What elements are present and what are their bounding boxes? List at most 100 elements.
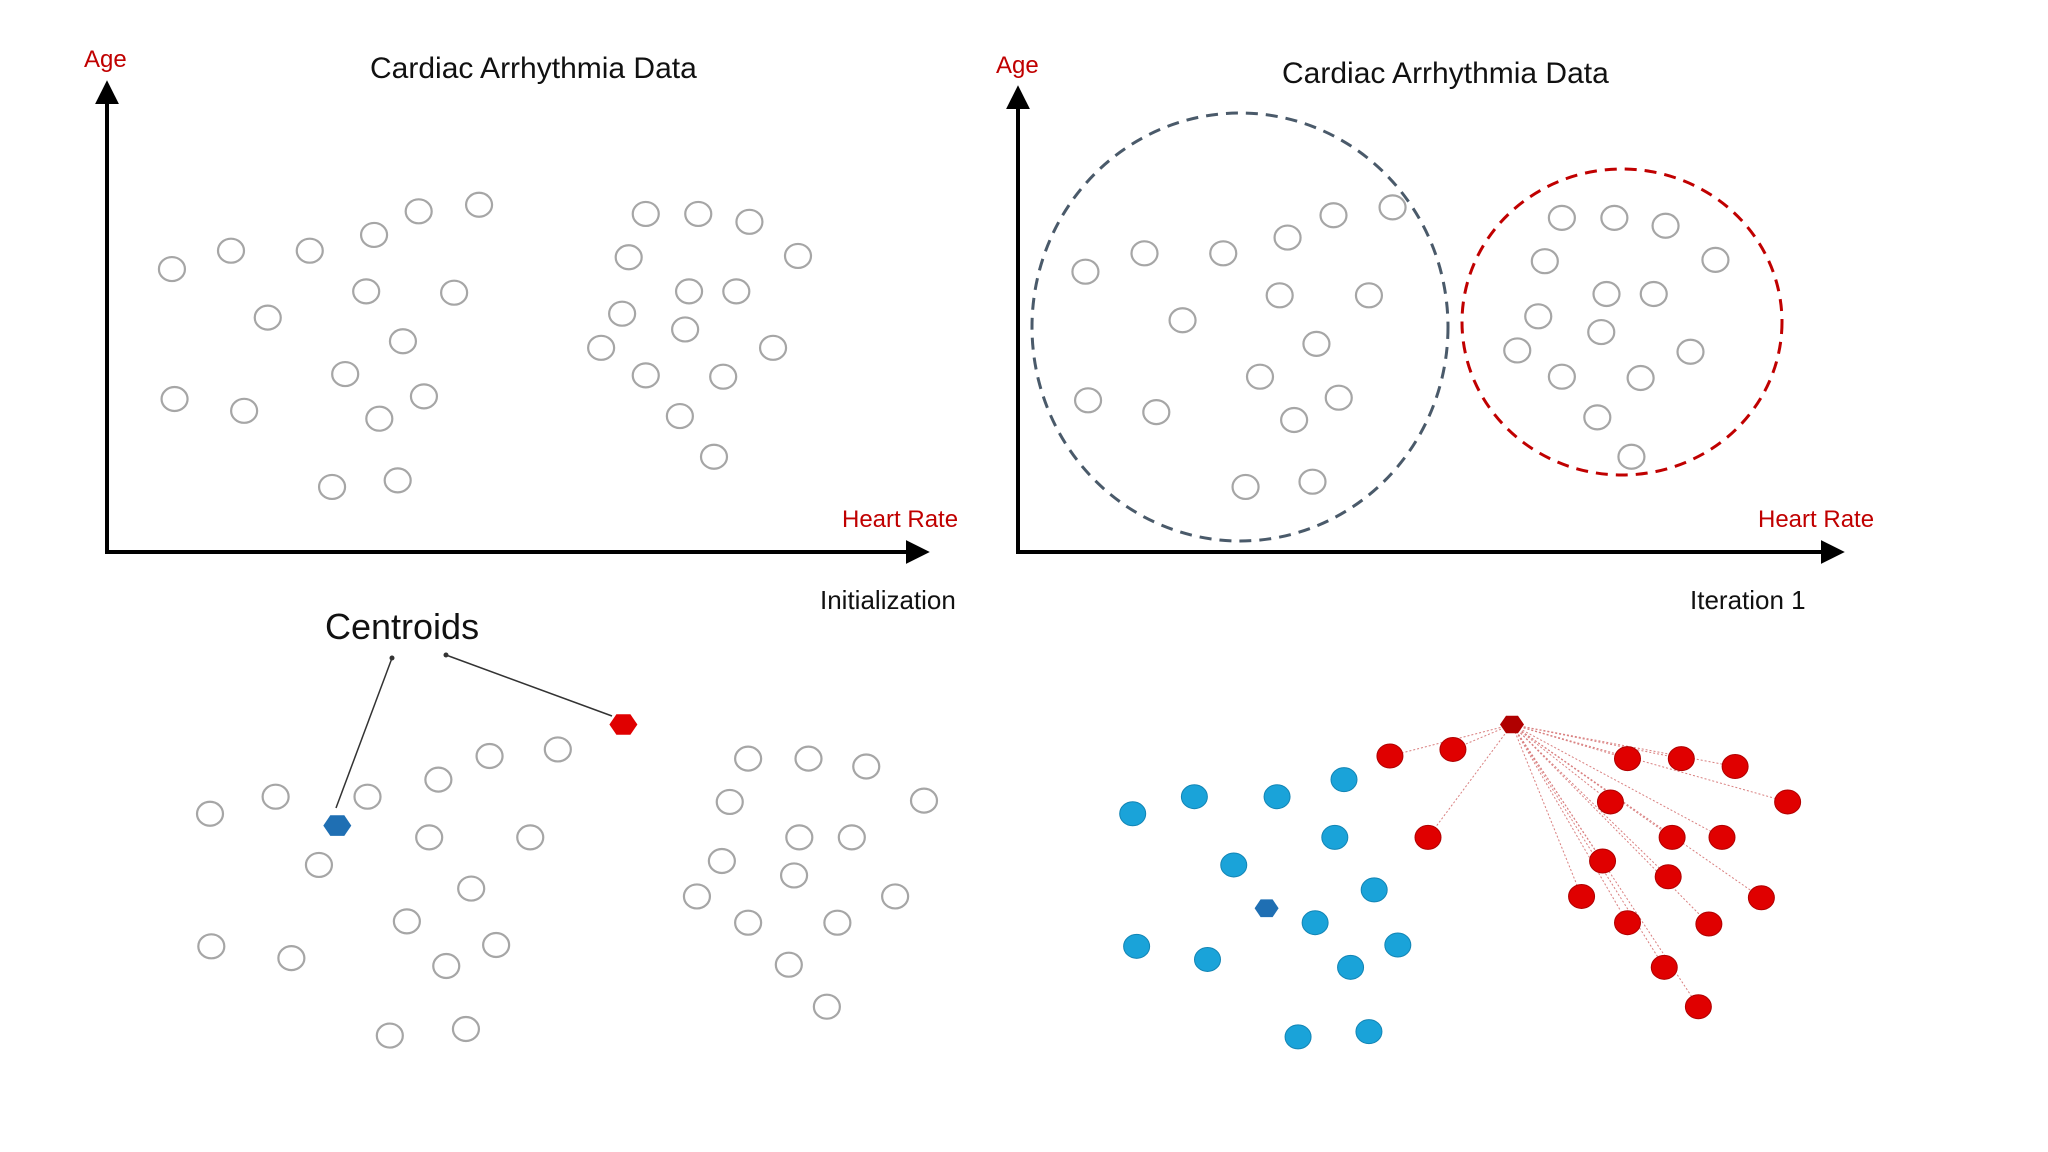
red-cluster-point — [1568, 883, 1596, 909]
data-point — [353, 783, 382, 810]
data-point — [785, 824, 814, 851]
data-point — [1600, 204, 1629, 231]
data-point — [1073, 387, 1103, 414]
data-point — [1676, 338, 1705, 365]
data-point — [516, 824, 545, 851]
centroid-pointer-red — [445, 654, 613, 717]
blue-cluster-point — [1301, 910, 1329, 936]
data-point — [735, 208, 764, 235]
data-point — [432, 952, 461, 980]
red-cluster-point — [1708, 824, 1736, 850]
data-point — [1231, 473, 1260, 501]
centroids-label: Centroids — [325, 606, 480, 647]
data-point — [1354, 282, 1384, 309]
data-point — [295, 237, 324, 264]
top-left-panel — [95, 80, 930, 564]
data-point — [383, 467, 412, 494]
data-point — [415, 824, 444, 851]
bottom-left-panel — [195, 652, 939, 1049]
blue-cluster-boundary — [1030, 111, 1450, 543]
data-point — [758, 334, 788, 361]
assignment-line — [1511, 724, 1723, 838]
data-point — [352, 278, 381, 305]
data-point — [837, 824, 866, 851]
data-point — [794, 745, 823, 772]
data-point — [1592, 280, 1621, 308]
centroid-pointer-blue — [335, 657, 393, 809]
blue-cluster-point — [1123, 933, 1151, 959]
data-point — [375, 1022, 404, 1049]
data-point — [543, 736, 572, 763]
data-point — [671, 316, 700, 343]
assignment-line — [1511, 724, 1583, 897]
data-point — [160, 385, 189, 413]
data-point — [1583, 404, 1612, 431]
top-left-x-label: Heart Rate — [842, 506, 959, 533]
red-cluster-point — [1667, 746, 1695, 772]
data-point — [331, 360, 360, 388]
data-point — [404, 198, 433, 225]
centroid-blue-marker — [323, 815, 352, 836]
bottom-left-points — [195, 736, 939, 1049]
top-right-points — [1071, 194, 1730, 501]
blue-cluster-point — [1355, 1019, 1383, 1045]
data-point — [392, 908, 421, 935]
top-right-title: Cardiac Arrhythmia Data — [1282, 57, 1609, 90]
data-point — [440, 279, 469, 306]
red-cluster-point — [1589, 848, 1617, 874]
data-point — [365, 405, 394, 432]
data-point — [1071, 258, 1100, 285]
data-point — [317, 473, 347, 501]
data-point — [1319, 202, 1348, 229]
data-point — [195, 800, 225, 827]
data-point — [1209, 240, 1238, 267]
data-point — [1130, 240, 1159, 267]
blue-cluster-point — [1330, 767, 1358, 793]
assignment-line — [1511, 724, 1669, 878]
data-point — [684, 200, 713, 228]
data-point — [1587, 318, 1616, 346]
data-point — [699, 443, 729, 470]
data-point — [464, 191, 494, 218]
blue-cluster-point — [1263, 784, 1291, 810]
red-cluster-point — [1684, 994, 1712, 1020]
top-left-y-label: Age — [84, 46, 127, 73]
assignment-line — [1389, 724, 1513, 757]
red-cluster-boundary — [1460, 167, 1784, 477]
data-point — [1168, 307, 1197, 334]
data-point — [1639, 280, 1668, 308]
data-point — [1298, 468, 1327, 495]
top-left-caption: Initialization — [820, 585, 956, 615]
data-point — [253, 304, 282, 331]
blue-cluster-point — [1384, 932, 1412, 958]
data-point — [157, 255, 187, 283]
assignment-line — [1511, 724, 1736, 767]
data-point — [709, 363, 738, 390]
blue-centroid-marker — [1254, 899, 1279, 918]
data-point — [475, 742, 504, 770]
data-point — [722, 278, 751, 305]
data-point — [631, 200, 660, 228]
bottom-right-points — [1119, 736, 1802, 1050]
data-point — [774, 951, 803, 978]
data-point — [424, 766, 453, 793]
data-point — [409, 383, 439, 410]
red-cluster-point — [1596, 789, 1624, 815]
data-point — [1701, 246, 1730, 273]
data-point — [359, 221, 389, 249]
data-point — [457, 875, 486, 902]
assignment-line — [1511, 724, 1611, 803]
data-point — [277, 945, 306, 972]
assignment-line — [1511, 724, 1665, 968]
top-right-x-label: Heart Rate — [1758, 506, 1875, 533]
data-point — [674, 278, 704, 305]
assignment-line — [1511, 724, 1710, 925]
red-cluster-point — [1614, 910, 1641, 936]
data-point — [1378, 194, 1407, 221]
red-cluster-point — [1439, 736, 1467, 762]
data-point — [304, 851, 334, 879]
data-point — [216, 237, 246, 264]
red-cluster-point — [1376, 743, 1404, 769]
data-point — [707, 847, 736, 875]
